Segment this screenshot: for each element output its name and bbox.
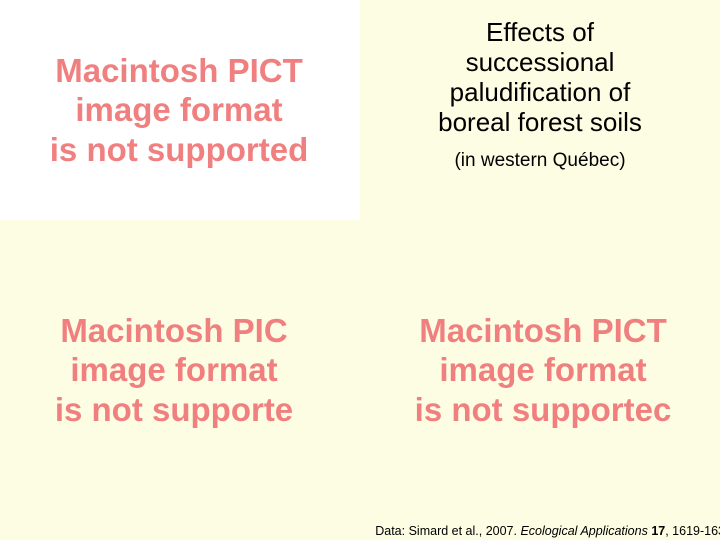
slide: Macintosh PICT image format is not suppo…: [0, 0, 720, 540]
placeholder-line: is not supportec: [415, 390, 672, 430]
placeholder-line: is not supported: [50, 130, 309, 170]
slide-title: Effects of successional paludification o…: [360, 18, 720, 138]
title-line: Effects of: [486, 17, 594, 47]
title-block: Effects of successional paludification o…: [360, 0, 720, 172]
placeholder-line: Macintosh PICT: [419, 311, 667, 351]
panel-top-right: Effects of successional paludification o…: [360, 0, 720, 220]
panel-bottom-right: Macintosh PICT image format is not suppo…: [360, 220, 720, 520]
citation-volume: 17: [651, 524, 665, 538]
slide-subtitle: (in western Québec): [360, 150, 720, 172]
pict-placeholder-icon: Macintosh PIC image format is not suppor…: [0, 220, 363, 520]
citation-pages: , 1619-163: [665, 524, 720, 538]
placeholder-line: is not supporte: [55, 390, 293, 430]
title-line: boreal forest soils: [438, 107, 642, 137]
pict-placeholder-icon: Macintosh PICT image format is not suppo…: [0, 0, 368, 220]
citation-text: Data: Simard et al., 2007. Ecological Ap…: [375, 524, 720, 538]
placeholder-line: image format: [439, 350, 646, 390]
citation-bar: Data: Simard et al., 2007. Ecological Ap…: [0, 520, 720, 540]
title-line: paludification of: [450, 77, 631, 107]
panel-bottom-left: Macintosh PIC image format is not suppor…: [0, 220, 360, 520]
placeholder-line: Macintosh PIC: [60, 311, 287, 351]
citation-journal: Ecological Applications: [520, 524, 651, 538]
citation-prefix: Data: Simard et al., 2007.: [375, 524, 520, 538]
placeholder-line: Macintosh PICT: [55, 51, 303, 91]
placeholder-line: image format: [70, 350, 277, 390]
pict-placeholder-icon: Macintosh PICT image format is not suppo…: [354, 220, 720, 520]
title-line: successional: [466, 47, 615, 77]
placeholder-line: image format: [75, 90, 282, 130]
panel-top-left: Macintosh PICT image format is not suppo…: [0, 0, 360, 220]
